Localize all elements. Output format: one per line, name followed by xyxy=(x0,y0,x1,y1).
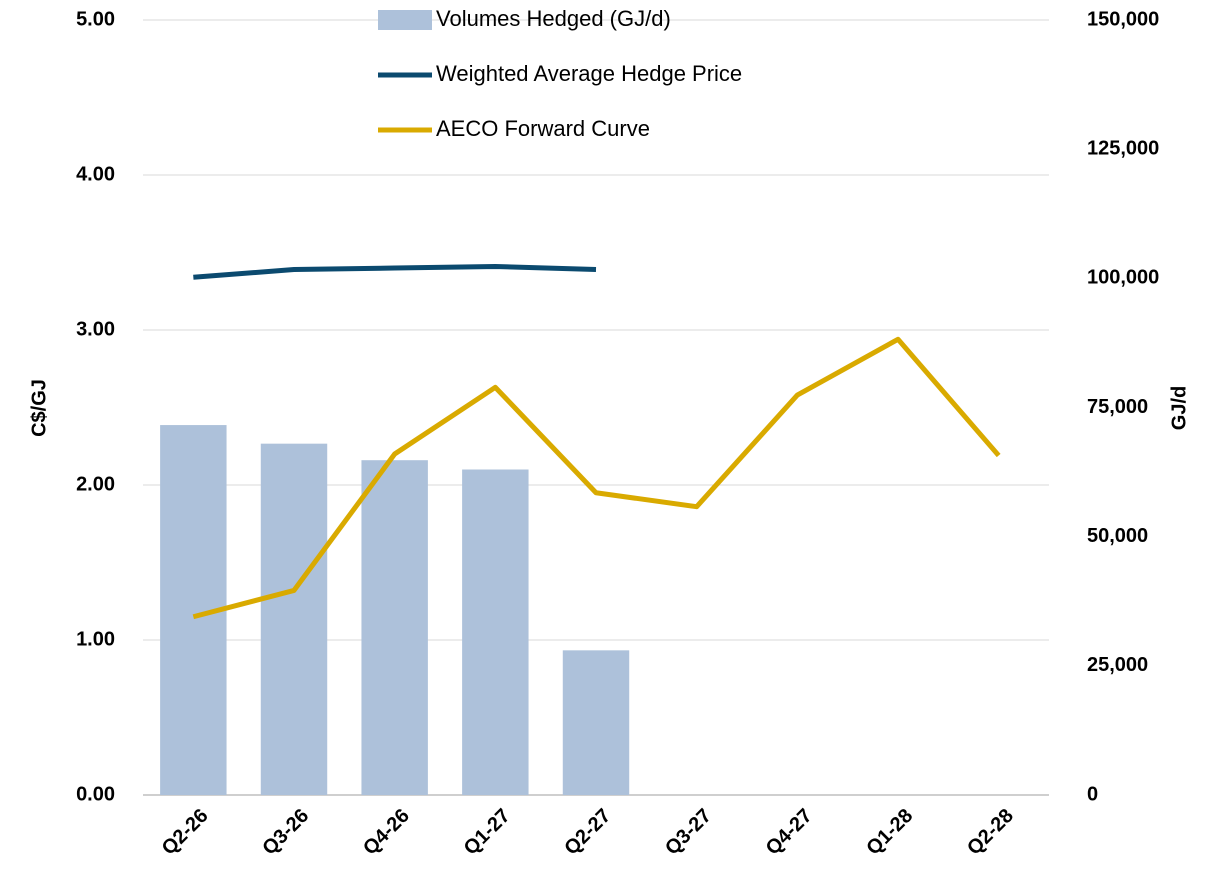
line xyxy=(193,263,597,280)
y2-tick-label: 75,000 xyxy=(1087,396,1148,418)
bar xyxy=(361,460,428,795)
y2-tick-label: 0 xyxy=(1087,783,1098,805)
legend-label: AECO Forward Curve xyxy=(436,116,650,141)
x-tick-label: Q1-27 xyxy=(460,805,515,860)
y2-tick-label: 150,000 xyxy=(1087,8,1159,30)
y-tick-label: 1.00 xyxy=(76,628,115,650)
line xyxy=(192,336,1001,620)
y-tick-label: 5.00 xyxy=(76,8,115,30)
bar xyxy=(462,469,529,795)
x-tick-label: Q2-26 xyxy=(158,805,213,860)
y2-tick-label: 100,000 xyxy=(1087,267,1159,289)
bar xyxy=(260,443,328,795)
y2-tick-label: 25,000 xyxy=(1087,654,1148,676)
y-tick-label: 2.00 xyxy=(76,473,115,495)
x-tick-label: Q3-27 xyxy=(661,805,716,860)
legend-swatch xyxy=(378,10,432,30)
y-tick-label: 4.00 xyxy=(76,163,115,185)
x-tick-label: Q4-26 xyxy=(359,805,414,860)
y-tick-label: 0.00 xyxy=(76,783,115,805)
y2-axis-title: GJ/d xyxy=(1168,386,1190,430)
x-tick-label: Q1-28 xyxy=(862,805,917,860)
y2-tick-label: 125,000 xyxy=(1087,137,1159,159)
y-tick-label: 3.00 xyxy=(76,318,115,340)
x-tick-label: Q2-28 xyxy=(963,805,1018,860)
x-tick-label: Q2-27 xyxy=(560,805,615,860)
x-tick-label: Q4-27 xyxy=(762,805,817,860)
legend-label: Volumes Hedged (GJ/d) xyxy=(436,6,671,31)
x-tick-label: Q3-26 xyxy=(258,805,313,860)
y-axis-title: C$/GJ xyxy=(28,379,50,437)
legend-label: Weighted Average Hedge Price xyxy=(436,61,742,86)
y2-tick-label: 50,000 xyxy=(1087,525,1148,547)
bar xyxy=(562,650,630,795)
